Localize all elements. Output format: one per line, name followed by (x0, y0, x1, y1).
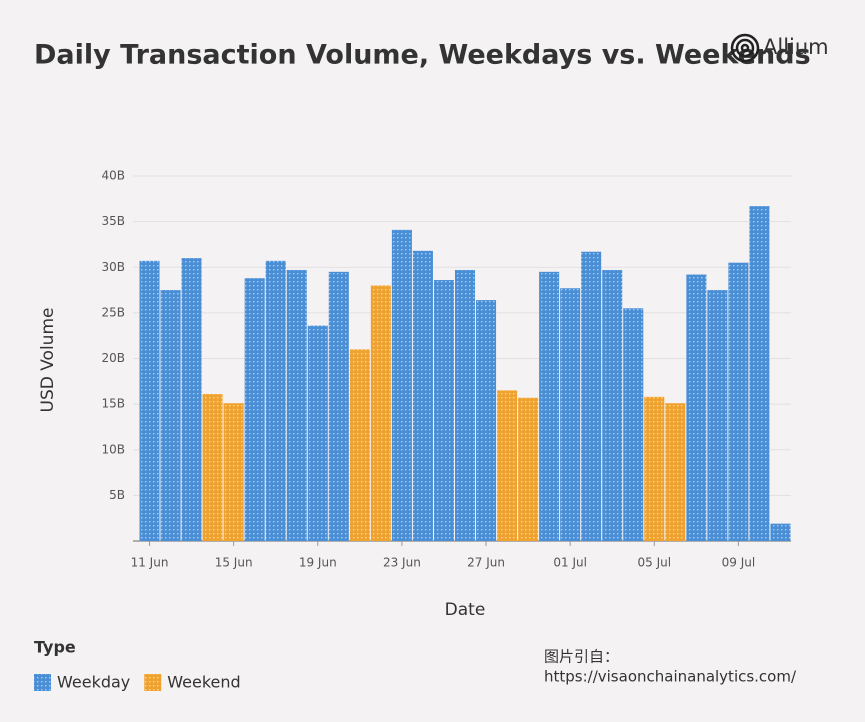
chart-title: Daily Transaction Volume, Weekdays vs. W… (34, 40, 811, 71)
legend-label: Weekend (167, 673, 240, 692)
bar (139, 260, 160, 541)
legend-title: Type (34, 638, 76, 657)
x-tick-label: 15 Jun (215, 556, 253, 570)
bar (623, 308, 644, 541)
bar (665, 403, 686, 541)
bar (202, 394, 223, 541)
bar (707, 290, 728, 541)
bar (412, 250, 433, 541)
x-tick-label: 09 Jul (722, 556, 756, 570)
bar (749, 206, 770, 542)
y-tick-label: 20B (101, 351, 125, 365)
x-axis-label: Date (445, 600, 486, 620)
x-tick-label: 23 Jun (383, 556, 421, 570)
bar (728, 262, 749, 541)
x-tick-label: 01 Jul (553, 556, 587, 570)
bar (602, 269, 623, 541)
bar (370, 285, 391, 541)
bar (349, 349, 370, 541)
bar (223, 403, 244, 541)
bar (160, 290, 181, 541)
x-tick-label: 05 Jul (638, 556, 672, 570)
y-tick-label: 5B (109, 488, 125, 502)
y-tick-label: 10B (101, 442, 125, 456)
y-tick-label: 30B (101, 260, 125, 274)
source-url: https://visaonchainanalytics.com/ (544, 668, 797, 686)
bar (265, 260, 286, 541)
bar (644, 396, 665, 541)
bar (581, 251, 602, 542)
bar (454, 269, 476, 541)
logo-text: Allium (763, 35, 829, 59)
bar (391, 229, 412, 541)
y-tick-label: 35B (101, 214, 125, 228)
x-tick-label: 27 Jun (467, 556, 505, 570)
y-tick-label: 25B (101, 305, 125, 319)
logo-icon (730, 33, 760, 63)
bar (307, 325, 328, 541)
bar (770, 523, 791, 541)
bar (560, 288, 581, 541)
bar (181, 258, 202, 541)
y-tick-label: 40B (101, 169, 125, 183)
bar (476, 300, 497, 541)
legend-label: Weekday (57, 673, 130, 692)
bar (433, 280, 454, 541)
y-tick-label: 15B (101, 397, 125, 411)
x-tick-label: 11 Jun (131, 556, 169, 570)
bar (497, 390, 518, 541)
bar (286, 269, 307, 541)
legend-swatch (144, 674, 162, 691)
bar (328, 271, 349, 541)
bar (686, 274, 707, 541)
x-tick-label: 19 Jun (299, 556, 337, 570)
source-label: 图片引自： (544, 648, 619, 666)
bar (539, 271, 560, 541)
y-axis-label: USD Volume (38, 308, 58, 413)
legend-swatch (34, 674, 51, 691)
bar (518, 397, 539, 541)
bar (244, 278, 265, 541)
